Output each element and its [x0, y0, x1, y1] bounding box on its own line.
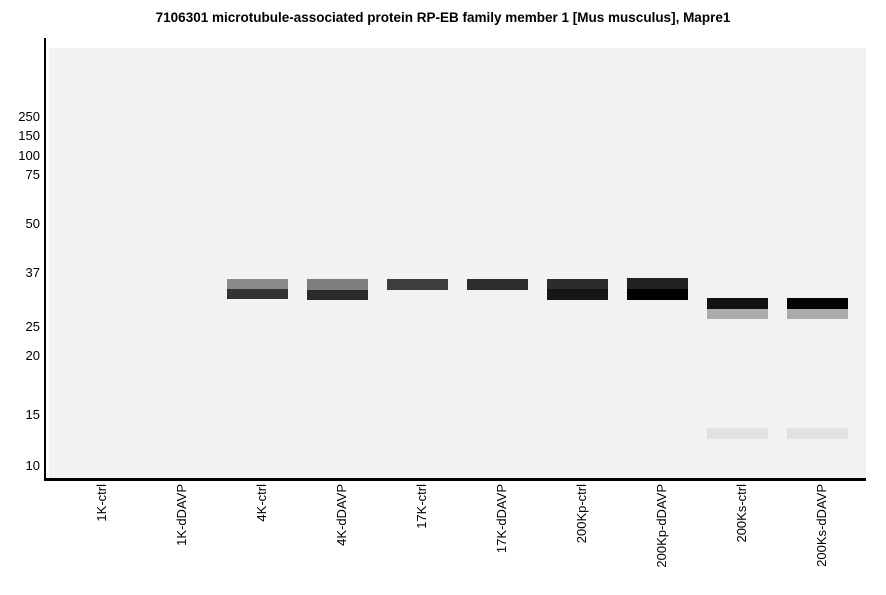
y-tick-label: 75 — [25, 167, 40, 182]
lane-label: 17K-dDAVP — [494, 484, 509, 554]
y-tick-label: 25 — [25, 319, 40, 334]
blot-band — [627, 278, 688, 289]
lane-label: 4K-ctrl — [254, 484, 269, 522]
lane-label: 200Ks-dDAVP — [814, 484, 829, 567]
blot-band — [547, 279, 608, 289]
y-tick-label: 250 — [18, 109, 40, 124]
blot-band — [707, 428, 768, 439]
y-tick-label: 100 — [18, 148, 40, 163]
y-tick-label: 37 — [25, 265, 40, 280]
figure-title: 7106301 microtubule-associated protein R… — [155, 10, 731, 25]
y-tick-label: 15 — [25, 407, 40, 422]
lane-label: 4K-dDAVP — [334, 484, 349, 546]
blot-band — [787, 428, 848, 439]
lane-label: 200Kp-dDAVP — [654, 484, 669, 568]
blot-band — [227, 279, 288, 289]
lane-label: 1K-dDAVP — [174, 484, 189, 546]
y-tick-label: 50 — [25, 216, 40, 231]
blot-band — [707, 309, 768, 319]
blot-band — [467, 279, 528, 290]
blot-band — [307, 279, 368, 290]
gel-plot-area — [49, 48, 866, 478]
y-tick-label: 10 — [25, 458, 40, 473]
x-axis-line — [44, 478, 866, 481]
blot-band — [787, 298, 848, 309]
lane-label: 1K-ctrl — [94, 484, 109, 522]
lane-label: 200Ks-ctrl — [734, 484, 749, 543]
blot-band — [547, 289, 608, 300]
blot-band — [627, 289, 688, 300]
lane-label: 17K-ctrl — [414, 484, 429, 529]
blot-band — [707, 298, 768, 309]
blot-band — [387, 279, 448, 290]
y-axis-line — [44, 38, 46, 481]
lane-label: 200Kp-ctrl — [574, 484, 589, 544]
blot-band — [787, 309, 848, 319]
blot-band — [307, 290, 368, 300]
y-tick-label: 150 — [18, 128, 40, 143]
y-tick-label: 20 — [25, 348, 40, 363]
blot-band — [227, 289, 288, 299]
